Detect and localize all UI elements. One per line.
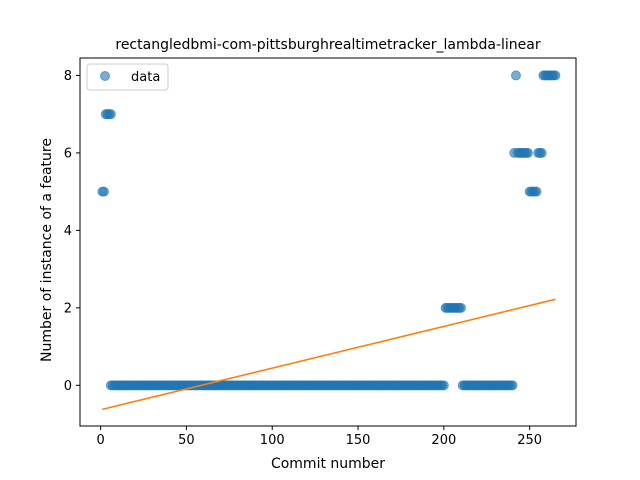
x-tick-label: 200 — [431, 433, 456, 448]
data-point — [510, 70, 521, 81]
axes: 0 50 100 150 200 250 0 2 4 6 8 — [64, 57, 577, 448]
legend: data — [86, 63, 169, 91]
x-tick-label: 50 — [178, 433, 195, 448]
y-axis-label: Number of instance of a feature — [39, 138, 55, 362]
data-point — [456, 302, 467, 313]
data-point — [99, 186, 110, 197]
y-tick-label: 6 — [64, 146, 72, 161]
x-tick-label: 150 — [346, 433, 371, 448]
x-tick-label: 100 — [260, 433, 285, 448]
legend-label-data: data — [131, 70, 160, 85]
y-tick-label: 0 — [64, 379, 72, 394]
y-tick-label: 8 — [64, 69, 72, 84]
legend-marker-data — [100, 71, 110, 81]
data-point — [536, 147, 547, 158]
data-point — [105, 109, 116, 120]
x-tick-label: 0 — [96, 433, 104, 448]
chart-title: rectangledbmi-com-pittsburghrealtimetrac… — [115, 37, 540, 53]
data-point — [438, 380, 449, 391]
data-point — [522, 147, 533, 158]
axes-frame — [79, 57, 577, 427]
legend-box — [86, 63, 169, 91]
data-point — [550, 70, 561, 81]
plot-area — [97, 70, 561, 411]
y-tick-label: 4 — [64, 224, 72, 239]
data-point — [531, 186, 542, 197]
x-axis-label: Commit number — [271, 456, 385, 472]
fit-line — [102, 298, 556, 411]
x-tick-label: 250 — [517, 433, 542, 448]
data-point — [507, 380, 518, 391]
y-tick-label: 2 — [64, 301, 72, 316]
